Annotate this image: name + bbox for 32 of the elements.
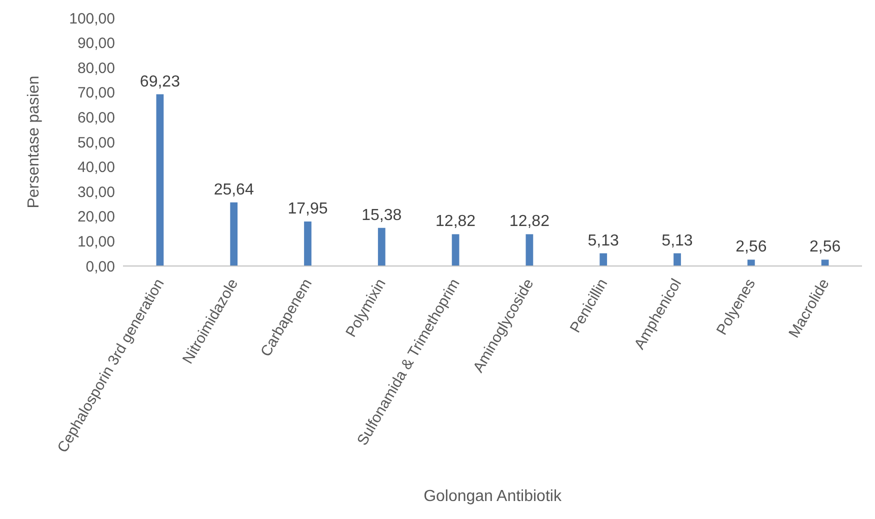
data-label: 12,82	[436, 213, 476, 230]
bar	[304, 221, 312, 266]
bar	[156, 94, 164, 266]
y-tick-label: 10,00	[77, 234, 115, 251]
y-tick-label: 70,00	[77, 84, 115, 102]
bar	[674, 253, 681, 266]
y-tick-label: 100,00	[69, 10, 115, 28]
y-tick-label: 50,00	[77, 134, 115, 152]
y-tick-label: 90,00	[77, 35, 115, 52]
data-label: 2,56	[809, 238, 841, 256]
bar	[230, 202, 238, 266]
y-tick-label: 0,00	[86, 258, 115, 276]
bar	[452, 234, 460, 266]
bar	[526, 234, 534, 266]
x-axis-title: Golongan Antibiotik	[424, 488, 562, 505]
y-tick-label: 30,00	[77, 184, 115, 201]
data-label: 5,13	[662, 232, 693, 250]
y-tick-label: 20,00	[77, 208, 115, 226]
data-label: 15,38	[362, 206, 402, 224]
data-label: 12,82	[509, 213, 550, 230]
data-label: 17,95	[288, 200, 328, 218]
y-axis-title: Persentase pasien	[26, 76, 43, 208]
data-label: 5,13	[588, 232, 620, 250]
bar	[378, 228, 386, 266]
data-label: 2,56	[736, 238, 767, 256]
y-tick-label: 80,00	[77, 60, 115, 77]
data-label: 25,64	[214, 181, 254, 198]
y-tick-label: 60,00	[77, 110, 115, 127]
bar	[600, 253, 608, 266]
bar	[747, 260, 755, 266]
y-tick-label: 40,00	[77, 159, 115, 176]
data-label: 69,23	[140, 73, 180, 90]
